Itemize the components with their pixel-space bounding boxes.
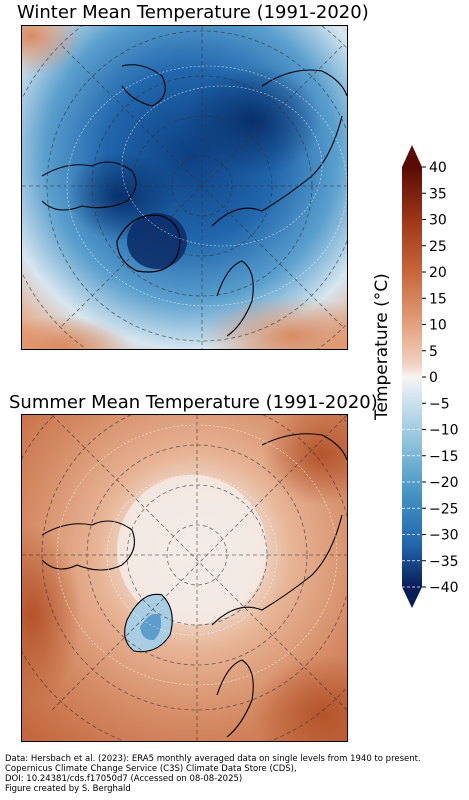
summer-scandinavia-coast xyxy=(216,659,254,738)
colorbar-tick-label: 0 xyxy=(429,370,438,386)
colorbar-tick-label: 30 xyxy=(429,213,447,229)
colorbar-tick-label: −35 xyxy=(429,554,459,570)
footer-line: DOI: 10.24381/cds.f17050d7 (Accessed on … xyxy=(5,774,243,784)
winter-alaska-coast xyxy=(121,64,166,107)
data-source-footer: Data: Hersbach et al. (2023): ERA5 month… xyxy=(5,754,421,794)
colorbar-bottom-extend-arrow xyxy=(402,587,422,608)
summer-europe-hot-area xyxy=(252,655,347,741)
colorbar-tick-label: −30 xyxy=(429,528,459,544)
colorbar-tick-label: 10 xyxy=(429,318,447,334)
summer-america-hot-area xyxy=(22,525,82,705)
summer-eurasia-coast xyxy=(211,433,347,626)
colorbar-top-extend-arrow xyxy=(402,145,422,167)
colorbar-tick-label: −15 xyxy=(429,449,459,465)
colorbar-tick-label: −20 xyxy=(429,475,459,491)
summer-map-title: Summer Mean Temperature (1991-2020) xyxy=(9,392,378,413)
colorbar-tick-label: 40 xyxy=(429,160,447,176)
colorbar-tick-label: 5 xyxy=(429,344,438,360)
winter-europe-warm-area xyxy=(202,296,347,349)
colorbar-gradient xyxy=(402,167,422,587)
temperature-colorbar: 40 35 30 25 20 15 10 5 0 −5 −10 −15 −20 −25 −30 −35 −40 xyxy=(399,142,469,610)
summer-temperature-map xyxy=(21,414,348,742)
winter-siberia-cold-core xyxy=(182,66,322,176)
colorbar-tick-label: −5 xyxy=(429,396,450,412)
winter-temperature-map xyxy=(21,25,348,350)
winter-map-title: Winter Mean Temperature (1991-2020) xyxy=(17,2,369,23)
footer-line: Data: Hersbach et al. (2023): ERA5 month… xyxy=(5,754,421,764)
colorbar-ticks: 40 35 30 25 20 15 10 5 0 −5 −10 −15 −20 −25 −30 −35 −40 xyxy=(402,160,459,596)
summer-contours xyxy=(56,424,338,686)
winter-contours xyxy=(66,65,347,307)
summer-graticule xyxy=(22,415,347,741)
colorbar-tick-label: 35 xyxy=(429,186,447,202)
colorbar-tick-label: 15 xyxy=(429,291,447,307)
colorbar-tick-label: 25 xyxy=(429,239,447,255)
colorbar-tick-label: 20 xyxy=(429,265,447,281)
colorbar-tick-label: −25 xyxy=(429,501,459,517)
winter-graticule xyxy=(22,26,347,349)
colorbar-tick-label: −10 xyxy=(429,423,459,439)
footer-line: Figure created by S. Berghald xyxy=(5,784,131,794)
summer-canada-coast xyxy=(41,520,135,571)
winter-eurasia-coast xyxy=(211,69,347,227)
footer-line: Copernicus Climate Change Service (C3S) … xyxy=(5,764,297,774)
winter-greenland-cold-core xyxy=(127,213,187,269)
colorbar-label: Temperature (°C) xyxy=(372,273,392,420)
winter-greenland-coast xyxy=(116,214,181,273)
winter-scandinavia-coast xyxy=(216,260,254,337)
colorbar-tick-label: −40 xyxy=(429,580,459,596)
winter-atlantic-warm-area xyxy=(22,316,132,349)
summer-greenland-core xyxy=(140,613,162,641)
summer-polar-cap xyxy=(117,475,267,625)
